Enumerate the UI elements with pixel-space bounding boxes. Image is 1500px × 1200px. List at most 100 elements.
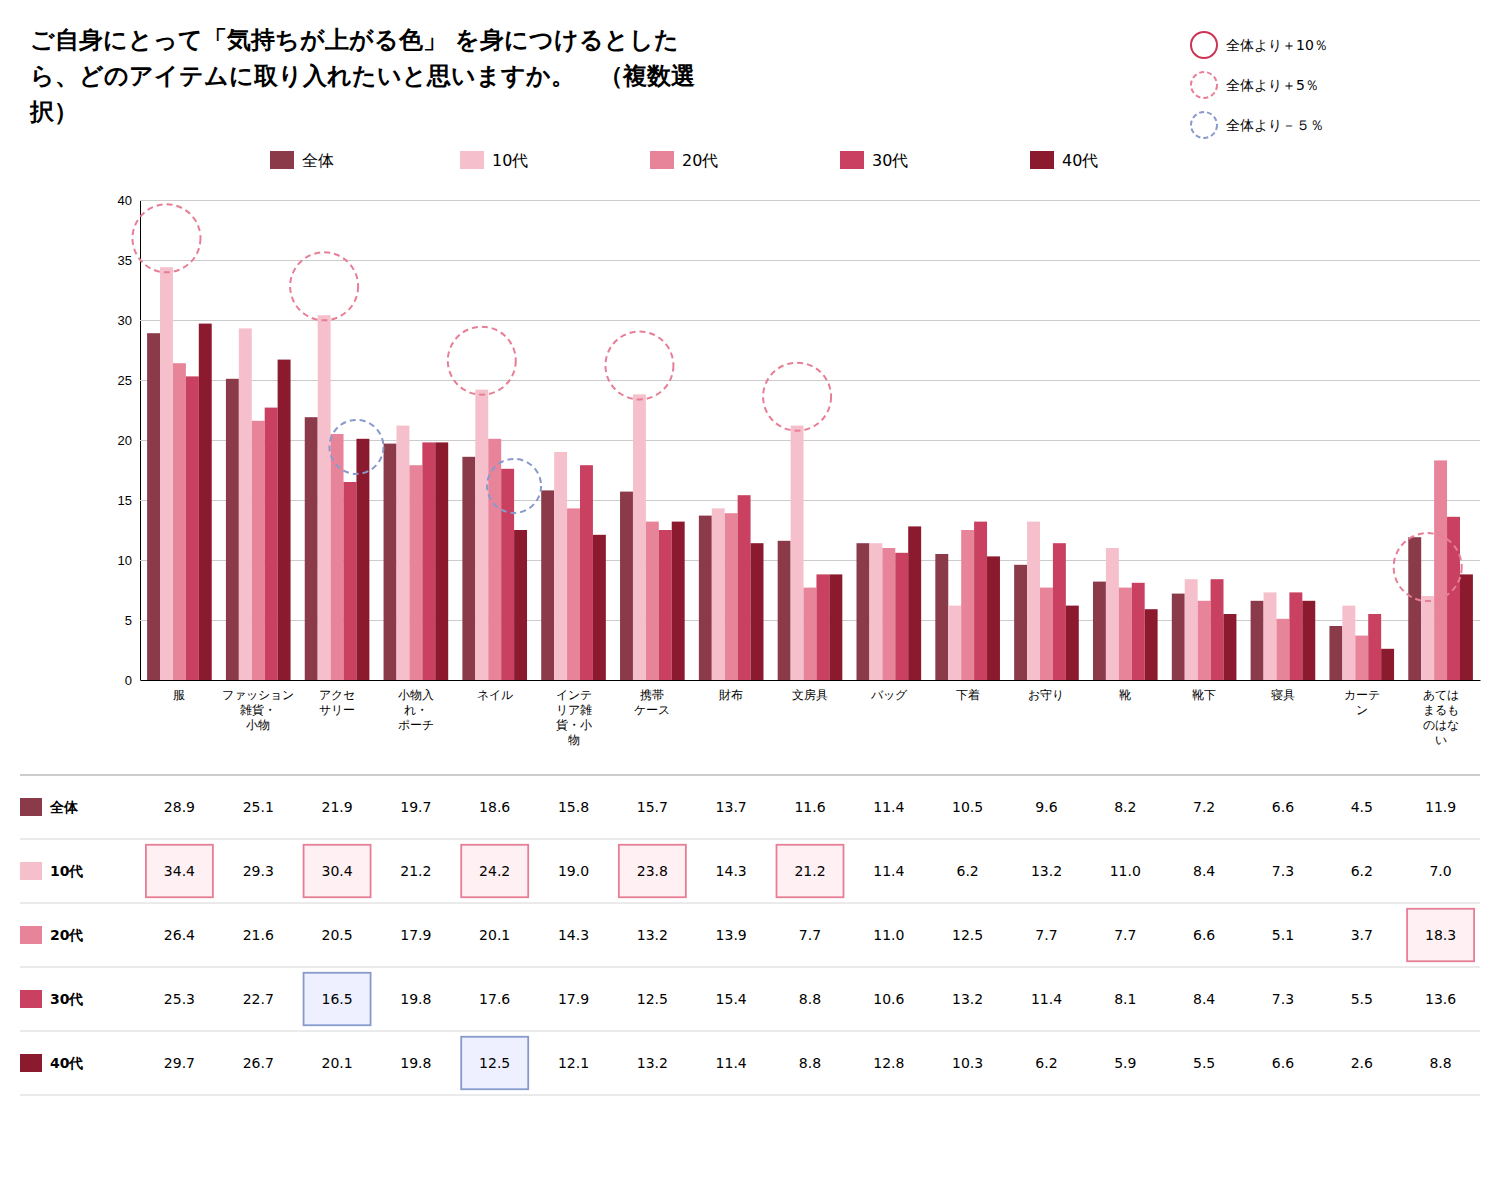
x-tick-label-line: ケース — [634, 703, 670, 717]
bar — [1276, 619, 1289, 680]
annotation-legend-symbol — [1191, 112, 1217, 138]
x-tick-label: あてはまるものはない — [1423, 688, 1459, 747]
table-cell-highlight — [304, 973, 371, 1025]
bar — [1172, 594, 1185, 680]
bars — [147, 267, 1473, 680]
table-cell: 21.2 — [794, 863, 825, 879]
title-line: ご自身にとって「気持ちが上がる色」 を身につけるとした — [30, 26, 679, 54]
bar — [725, 513, 738, 680]
annotation-circle — [763, 363, 831, 431]
x-tick-label: ファッション雑貨・小物 — [222, 688, 294, 732]
bar — [857, 543, 870, 680]
table-cell: 22.7 — [243, 991, 274, 1007]
table-cell: 34.4 — [164, 863, 195, 879]
bar — [1434, 460, 1447, 680]
table: 全体28.925.121.919.718.615.815.713.711.611… — [20, 775, 1480, 1095]
table-cell: 10.6 — [873, 991, 904, 1007]
table-cell-highlight — [619, 845, 686, 897]
table-cell: 8.2 — [1114, 799, 1136, 815]
bar — [462, 457, 475, 680]
bar — [1355, 636, 1368, 680]
bar — [1066, 606, 1079, 680]
table-cell: 19.0 — [558, 863, 589, 879]
table-cell: 11.9 — [1425, 799, 1456, 815]
bar — [1027, 522, 1040, 680]
x-tick-label-line: 雑貨・ — [240, 703, 276, 717]
table-cell: 7.3 — [1272, 863, 1294, 879]
bar — [160, 267, 173, 680]
table-cell: 11.4 — [873, 799, 904, 815]
bar — [791, 426, 804, 680]
x-tick-label-line: ポーチ — [398, 718, 434, 732]
legend-item: 10代 — [460, 151, 528, 170]
table-cell: 6.2 — [957, 863, 979, 879]
table-cell: 8.8 — [1429, 1055, 1451, 1071]
bar — [593, 535, 606, 680]
bar — [1145, 609, 1158, 680]
x-tick-label-line: 服 — [173, 688, 185, 702]
bar — [252, 421, 265, 680]
legend-swatch — [460, 151, 484, 169]
table-cell: 11.4 — [1031, 991, 1062, 1007]
table-cell: 15.7 — [637, 799, 668, 815]
table-cell: 7.7 — [1035, 927, 1057, 943]
y-tick-label: 40 — [118, 193, 132, 208]
table-cell-highlight — [146, 845, 213, 897]
annotation-circle — [329, 420, 383, 474]
y-tick-label: 25 — [118, 373, 132, 388]
x-tick-label-line: 寝具 — [1271, 688, 1295, 702]
table-cell: 5.9 — [1114, 1055, 1136, 1071]
annotation-legend: 全体より＋10％全体より＋5％全体より－５％ — [1191, 32, 1328, 138]
table-cell: 13.9 — [716, 927, 747, 943]
table-cell-highlight — [461, 845, 528, 897]
bar — [961, 530, 974, 680]
x-tick-label: 服 — [173, 688, 185, 702]
legend-swatch — [650, 151, 674, 169]
legend-swatch — [840, 151, 864, 169]
bar — [514, 530, 527, 680]
x-tick-label-line: まるも — [1423, 703, 1459, 717]
x-tick-label-line: 靴下 — [1192, 688, 1216, 702]
bar — [974, 522, 987, 680]
bar — [804, 588, 817, 680]
table-cell: 20.1 — [321, 1055, 352, 1071]
x-tick-label: 靴下 — [1192, 688, 1216, 702]
bar — [278, 360, 291, 680]
table-cell: 6.6 — [1272, 799, 1294, 815]
grid-line — [140, 320, 1480, 321]
table-cell: 28.9 — [164, 799, 195, 815]
table-row-border — [20, 903, 1480, 904]
grid-line — [140, 200, 1480, 201]
bar — [778, 541, 791, 680]
x-tick: 靴 — [1119, 688, 1131, 702]
bar — [554, 452, 567, 680]
table-row-label: 全体 — [49, 799, 79, 815]
table-cell: 8.8 — [799, 991, 821, 1007]
bar — [935, 554, 948, 680]
bar — [1460, 574, 1473, 680]
table-cell: 19.8 — [400, 991, 431, 1007]
table-cell-highlight — [1407, 909, 1474, 961]
annotation-circle — [132, 204, 200, 272]
x-tick: 靴下 — [1192, 688, 1216, 702]
table-cell: 12.5 — [952, 927, 983, 943]
bar — [173, 363, 186, 680]
table-row-label: 10代 — [50, 863, 83, 879]
x-tick: バッグ — [870, 688, 908, 702]
table-cell: 13.2 — [637, 927, 668, 943]
x-tick-label: 文房具 — [792, 688, 828, 702]
x-tick-label-line: あては — [1423, 688, 1459, 702]
x-tick-label: バッグ — [870, 688, 908, 702]
bar — [318, 315, 331, 680]
table-cell: 9.6 — [1035, 799, 1057, 815]
x-tick: 寝具 — [1271, 688, 1295, 702]
x-tick: 下着 — [956, 688, 980, 702]
table-cell: 14.3 — [558, 927, 589, 943]
table-cell: 26.7 — [243, 1055, 274, 1071]
bar — [305, 417, 318, 680]
bar — [409, 465, 422, 680]
legend-label: 10代 — [492, 151, 528, 170]
x-tick-label-line: い — [1435, 733, 1447, 747]
table-row-border — [20, 1031, 1480, 1032]
legend-item: 40代 — [1030, 151, 1098, 170]
